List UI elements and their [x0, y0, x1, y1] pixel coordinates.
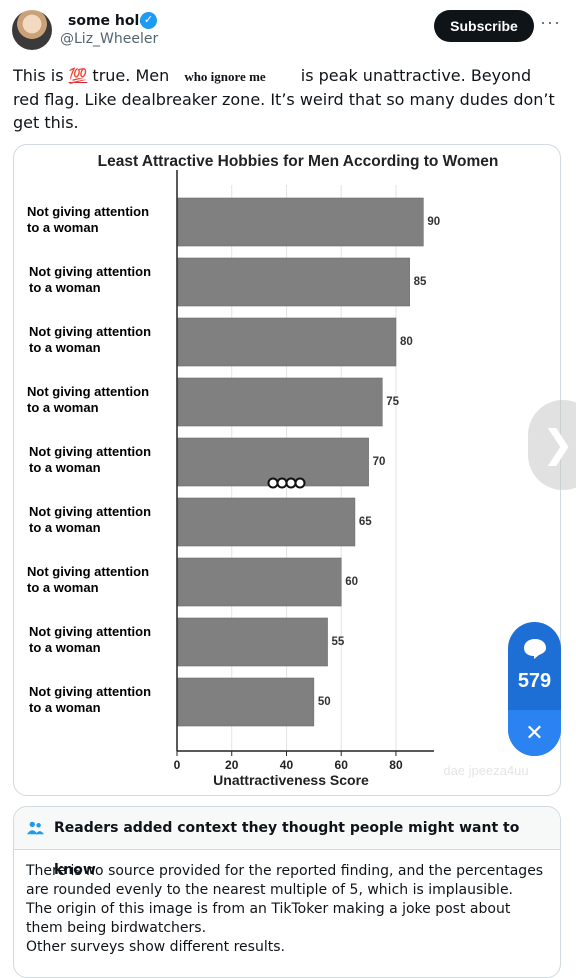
bar	[177, 617, 328, 667]
bar	[177, 197, 424, 247]
hundred-points-emoji: 💯	[68, 67, 88, 85]
bar	[177, 677, 315, 727]
comment-bubble-icon	[524, 639, 546, 659]
avatar[interactable]	[12, 10, 52, 50]
author-handle[interactable]: @Liz_Wheeler	[60, 31, 159, 47]
reply-count: 579	[517, 670, 552, 692]
bar-value-label: 60	[345, 576, 358, 588]
tweet-text: This is 💯 true. Men who ignore me is pea…	[13, 65, 555, 132]
x-tick-label: 60	[335, 758, 349, 772]
more-options-icon[interactable]: ···	[540, 12, 561, 32]
category-label: Not giving attention	[29, 264, 151, 279]
category-label: Not giving attention	[29, 624, 151, 639]
category-label: Not giving attention	[29, 504, 151, 519]
chart-title: Least Attractive Hobbies for Men Accordi…	[98, 153, 499, 170]
x-tick-label: 0	[174, 758, 181, 772]
bar-value-label: 75	[386, 396, 399, 408]
category-label: to a woman	[29, 340, 101, 355]
category-label: to a woman	[29, 520, 101, 535]
bar-value-label: 85	[414, 276, 427, 288]
category-label: Not giving attention	[29, 684, 151, 699]
reply-badge[interactable]: 579 ✕	[508, 622, 561, 756]
category-label: Not giving attention	[27, 204, 149, 219]
bar	[177, 497, 356, 547]
x-tick-label: 80	[389, 758, 403, 772]
x-axis-label: Unattractiveness Score	[213, 772, 369, 788]
watermark: dae jpeeza4uu	[443, 763, 528, 778]
x-tick-label: 40	[280, 758, 294, 772]
bar	[177, 257, 410, 307]
bar-value-label: 50	[318, 696, 331, 708]
close-icon[interactable]: ✕	[508, 710, 561, 756]
bar	[177, 557, 342, 607]
bar-value-label: 65	[359, 516, 372, 528]
bar-value-label: 90	[427, 216, 440, 228]
people-icon	[26, 821, 44, 835]
category-label: to a woman	[27, 580, 99, 595]
x-tick-label: 20	[225, 758, 239, 772]
community-note[interactable]: Readers added context they thought peopl…	[13, 806, 561, 978]
redacted-overlay-text: who ignore me	[174, 65, 296, 88]
bar-value-label: 55	[332, 636, 345, 648]
bar	[177, 377, 383, 427]
community-note-body: There is no source provided for the repo…	[26, 863, 544, 955]
category-label: to a woman	[27, 220, 99, 235]
bar-chart: Least Attractive Hobbies for Men Accordi…	[27, 153, 529, 788]
image-page-dots	[267, 477, 306, 489]
category-label: Not giving attention	[29, 444, 151, 459]
bar-value-label: 70	[373, 456, 386, 468]
bar-value-label: 80	[400, 336, 413, 348]
chevron-right-icon: ❯	[542, 422, 574, 466]
category-label: to a woman	[29, 460, 101, 475]
category-label: to a woman	[29, 640, 101, 655]
category-label: Not giving attention	[27, 564, 149, 579]
subscribe-button[interactable]: Subscribe	[434, 10, 534, 42]
community-note-header: Readers added context they thought peopl…	[14, 807, 560, 878]
next-image-button[interactable]: ❯	[528, 400, 576, 490]
category-label: Not giving attention	[27, 384, 149, 399]
verified-badge-icon: ✓	[140, 12, 157, 29]
category-label: to a woman	[29, 280, 101, 295]
category-label: to a woman	[27, 400, 99, 415]
category-label: to a woman	[29, 700, 101, 715]
category-label: Not giving attention	[29, 324, 151, 339]
tweet-image[interactable]: Least Attractive Hobbies for Men Accordi…	[13, 144, 561, 796]
bar	[177, 317, 397, 367]
author-name[interactable]: some hole	[68, 13, 149, 29]
